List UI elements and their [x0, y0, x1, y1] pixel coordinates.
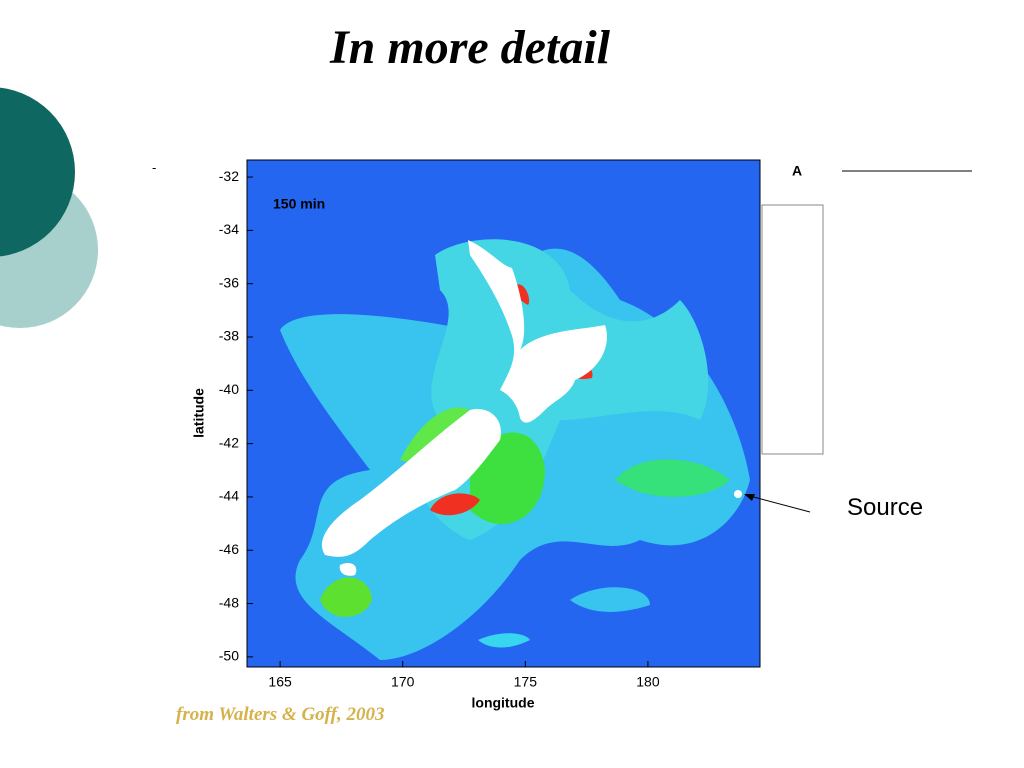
plot-area [246, 159, 761, 668]
y-tick-label: -36 [219, 274, 239, 290]
y-tick-label: -46 [219, 541, 239, 557]
y-axis-label: latitude [191, 388, 207, 438]
contour [400, 407, 470, 462]
time-label: 150 min [273, 196, 325, 212]
contour [615, 459, 730, 497]
x-tick-label: 170 [391, 674, 415, 690]
contour [320, 577, 372, 617]
x-tick-label: 175 [514, 674, 538, 690]
y-tick-label: -48 [219, 594, 239, 610]
source-label: Source [847, 494, 924, 521]
arrow-head [744, 494, 755, 501]
x-axis-label: longitude [472, 695, 535, 711]
plot-frame [246, 159, 761, 668]
x-tick-label: 180 [636, 674, 660, 690]
decor-circle [0, 87, 75, 257]
y-tick-label: -50 [219, 648, 239, 664]
colorbar-frame [761, 204, 824, 455]
dash: - [152, 160, 157, 175]
chatham-islands [734, 490, 742, 498]
y-tick-label: -32 [219, 168, 239, 184]
contour [478, 633, 530, 648]
y-tick-label: -42 [219, 434, 239, 450]
contour [470, 432, 545, 525]
y-tick-label: -44 [219, 488, 239, 504]
north-island [468, 240, 607, 423]
x-tick-label: 165 [268, 674, 292, 690]
south-island [321, 409, 501, 557]
credit: from Walters & Goff, 2003 [176, 704, 385, 725]
slide-title: In more detail [329, 21, 610, 74]
y-tick-label: -38 [219, 328, 239, 344]
stewart-island [339, 563, 357, 576]
y-tick-label: -34 [219, 221, 239, 237]
contour [570, 587, 650, 612]
y-tick-label: -40 [219, 381, 239, 397]
source-arrow [745, 494, 811, 513]
colorbar-title: A [792, 163, 802, 179]
